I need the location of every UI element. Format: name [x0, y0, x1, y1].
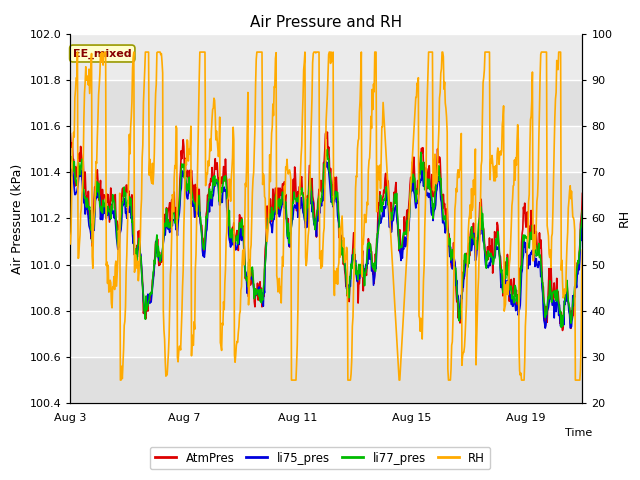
Bar	[70, 80, 582, 126]
Text: EE_mixed: EE_mixed	[73, 48, 132, 59]
Bar	[70, 34, 582, 80]
Legend: AtmPres, li75_pres, li77_pres, RH: AtmPres, li75_pres, li77_pres, RH	[150, 447, 490, 469]
X-axis label: Time: Time	[565, 429, 593, 438]
Title: Air Pressure and RH: Air Pressure and RH	[250, 15, 403, 30]
Bar	[70, 218, 582, 264]
Y-axis label: RH: RH	[618, 209, 631, 228]
Bar	[70, 264, 582, 311]
Bar	[70, 172, 582, 218]
Y-axis label: Air Pressure (kPa): Air Pressure (kPa)	[11, 163, 24, 274]
Bar	[70, 126, 582, 172]
Bar	[70, 311, 582, 357]
Bar	[70, 357, 582, 403]
